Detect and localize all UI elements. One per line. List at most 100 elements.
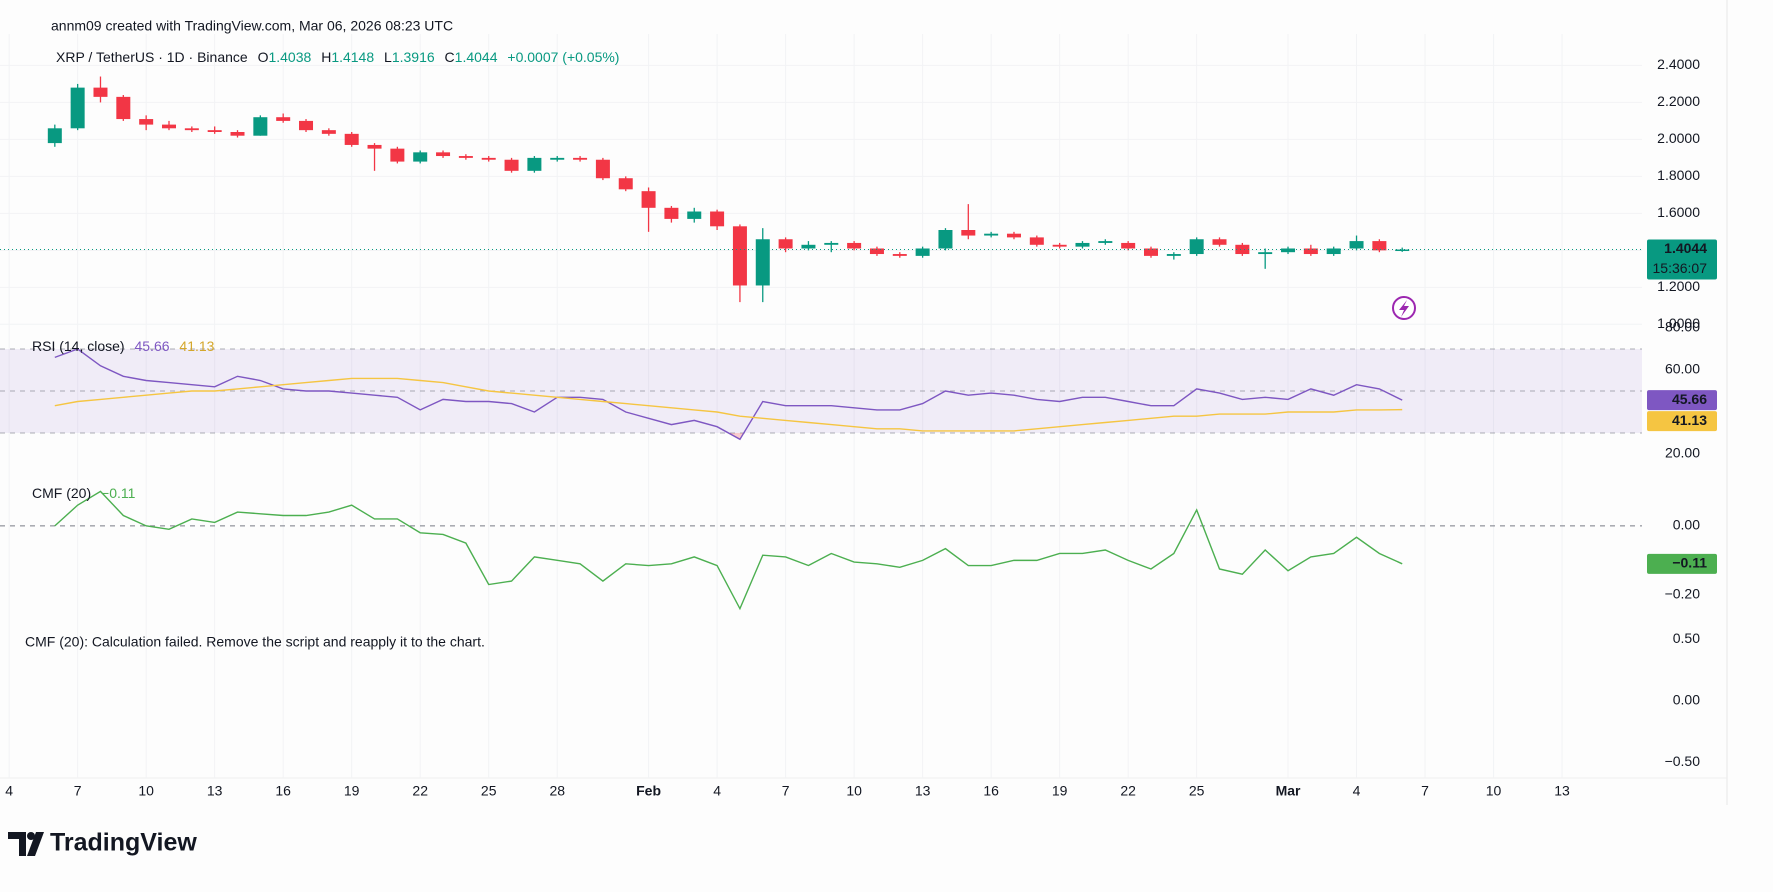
x-tick-label: 4 [1353, 783, 1361, 799]
candle-body [527, 157, 542, 171]
candle-body [1075, 242, 1090, 247]
candle-body [1372, 241, 1387, 251]
last-value-label: 41.13 [1672, 412, 1707, 428]
candle-body [161, 124, 176, 129]
x-tick-label: 10 [846, 783, 862, 799]
legend-label: O [258, 49, 269, 65]
cmf-legend-value: −0.11 [101, 485, 136, 501]
candle-body [458, 156, 473, 158]
candle-body [1212, 239, 1227, 245]
y-tick-label: 0.50 [1673, 630, 1700, 646]
logo [8, 832, 44, 856]
candle-body [436, 152, 451, 157]
x-tick-label: 13 [207, 783, 223, 799]
candle-body [504, 159, 519, 171]
y-tick-label: 1.2000 [1657, 278, 1700, 294]
indicator-line [54, 348, 1403, 441]
x-tick-label: 19 [1052, 783, 1068, 799]
attribution: annm09 created with TradingView.com, Mar… [51, 18, 453, 34]
y-tick-label: −0.20 [1665, 586, 1701, 602]
candle-body [847, 242, 862, 249]
candle-body [1258, 252, 1273, 255]
rsi-title: RSI (14, close) [32, 338, 125, 354]
y-tick-label: 1.0000 [1657, 315, 1700, 331]
candle-body [1143, 248, 1158, 256]
candle-body [892, 254, 907, 256]
cmf-title: CMF (20) [32, 485, 91, 501]
last-value-box [1647, 553, 1717, 574]
candle-body [1395, 249, 1410, 252]
candle-body [116, 96, 131, 120]
x-tick-label: 19 [344, 783, 360, 799]
rsi-legend-value: 45.66 [134, 338, 169, 354]
x-tick-label: 28 [549, 783, 565, 799]
candle-body [230, 132, 245, 136]
candle-body [390, 148, 405, 162]
candle-body [687, 211, 702, 219]
candle-body [481, 157, 496, 160]
candle-body [139, 119, 154, 125]
candle-body [664, 207, 679, 219]
plot-layer: 4 7 10 13 16 19 22 25 28 Feb 4 7 10 13 16 19 22 25 Mar 4 7 10… [0, 34, 1717, 799]
candle-body [573, 157, 588, 160]
rsi-legend: RSI (14, close) 45.66 41.13 [32, 338, 215, 354]
candle-body [755, 239, 770, 286]
legend-value: 1.4148 [331, 49, 374, 65]
error-message: CMF (20): Calculation failed. Remove the… [25, 634, 485, 650]
y-tick-label: 2.0000 [1657, 130, 1700, 146]
candle-body [1349, 241, 1364, 249]
indicator-line [54, 490, 1403, 611]
logo-dot [27, 832, 35, 840]
candle-body [961, 230, 976, 236]
candle-body [824, 242, 839, 245]
x-tick-label: 16 [275, 783, 291, 799]
candle-body [321, 130, 336, 134]
x-tick-label: 4 [713, 783, 721, 799]
candle-body [1281, 248, 1296, 253]
countdown: 15:36:07 [1653, 260, 1708, 276]
x-tick-label: 13 [915, 783, 931, 799]
logo-mark [8, 832, 26, 856]
x-tick-label: 7 [782, 783, 790, 799]
last-value-label: −0.11 [1672, 555, 1707, 571]
lightning-icon[interactable] [1392, 296, 1416, 320]
last-price-label: 1.4044 [1664, 240, 1707, 256]
last-price-box [1647, 239, 1717, 280]
legend-change: +0.0007 (+0.05%) [507, 49, 619, 65]
candle-body [207, 130, 222, 132]
legend-value: 1.4038 [268, 49, 311, 65]
candle-body [1006, 233, 1021, 238]
candle-body [1029, 237, 1044, 245]
icon-bolt[interactable] [1399, 300, 1409, 317]
x-tick-label: 13 [1554, 783, 1570, 799]
legend-label: L [384, 49, 392, 65]
candle-body [47, 128, 62, 144]
logo-text: TradingView [50, 829, 197, 857]
candle-body [1326, 248, 1341, 255]
candle-body [801, 244, 816, 249]
legend-label: C [445, 49, 455, 65]
candle-body [1098, 241, 1113, 243]
x-tick-label: 10 [138, 783, 154, 799]
candle-body [1052, 244, 1067, 247]
x-tick-label: 25 [481, 783, 497, 799]
candle-body [984, 233, 999, 236]
candle-body [184, 128, 199, 131]
candle-body [1121, 242, 1136, 249]
candle-body [299, 120, 314, 131]
candle-body [1303, 248, 1318, 255]
candle-body [253, 117, 268, 136]
y-tick-label: 1.6000 [1657, 204, 1700, 220]
candle-body [778, 239, 793, 249]
candle-body [938, 230, 953, 249]
legend-value: 1.4044 [455, 49, 498, 65]
logo-slash [27, 832, 44, 856]
candle-body [550, 157, 565, 160]
candle-body [413, 152, 428, 162]
candle-body [276, 117, 291, 121]
x-tick-label: 4 [5, 783, 13, 799]
x-tick-label: 10 [1486, 783, 1502, 799]
last-value-box [1647, 411, 1717, 432]
